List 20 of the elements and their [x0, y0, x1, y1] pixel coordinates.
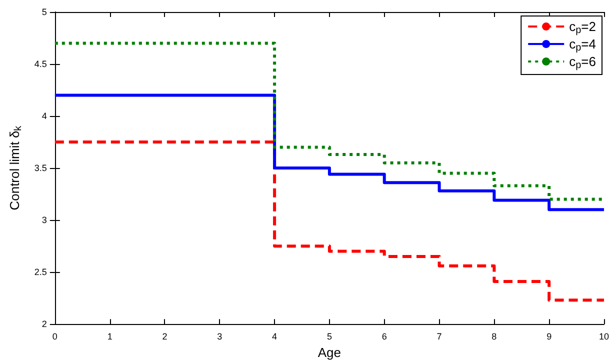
- x-tick-label: 1: [107, 332, 112, 342]
- y-tick-label: 4.5: [34, 59, 47, 70]
- x-tick-label: 6: [382, 332, 387, 342]
- y-tick-label: 3.5: [34, 163, 47, 174]
- x-tick-label: 10: [598, 332, 609, 342]
- y-axis-title: Control limit δk: [7, 124, 24, 210]
- x-tick-label: 8: [492, 332, 497, 342]
- x-tick-label: 0: [52, 332, 58, 342]
- x-tick-label: 4: [272, 332, 278, 342]
- y-tick-label: 4: [42, 111, 47, 122]
- x-tick-label: 9: [546, 332, 552, 342]
- y-tick-label: 5: [42, 7, 47, 17]
- y-tick-label: 3: [42, 215, 47, 226]
- x-tick-label: 3: [217, 332, 222, 342]
- x-axis-title: Age: [318, 345, 342, 360]
- x-tick-label: 5: [326, 332, 332, 342]
- x-tick-label: 2: [162, 332, 168, 342]
- x-tick-label: 7: [436, 332, 442, 342]
- y-tick-label: 2.5: [34, 267, 47, 278]
- y-tick-label: 2: [42, 319, 47, 330]
